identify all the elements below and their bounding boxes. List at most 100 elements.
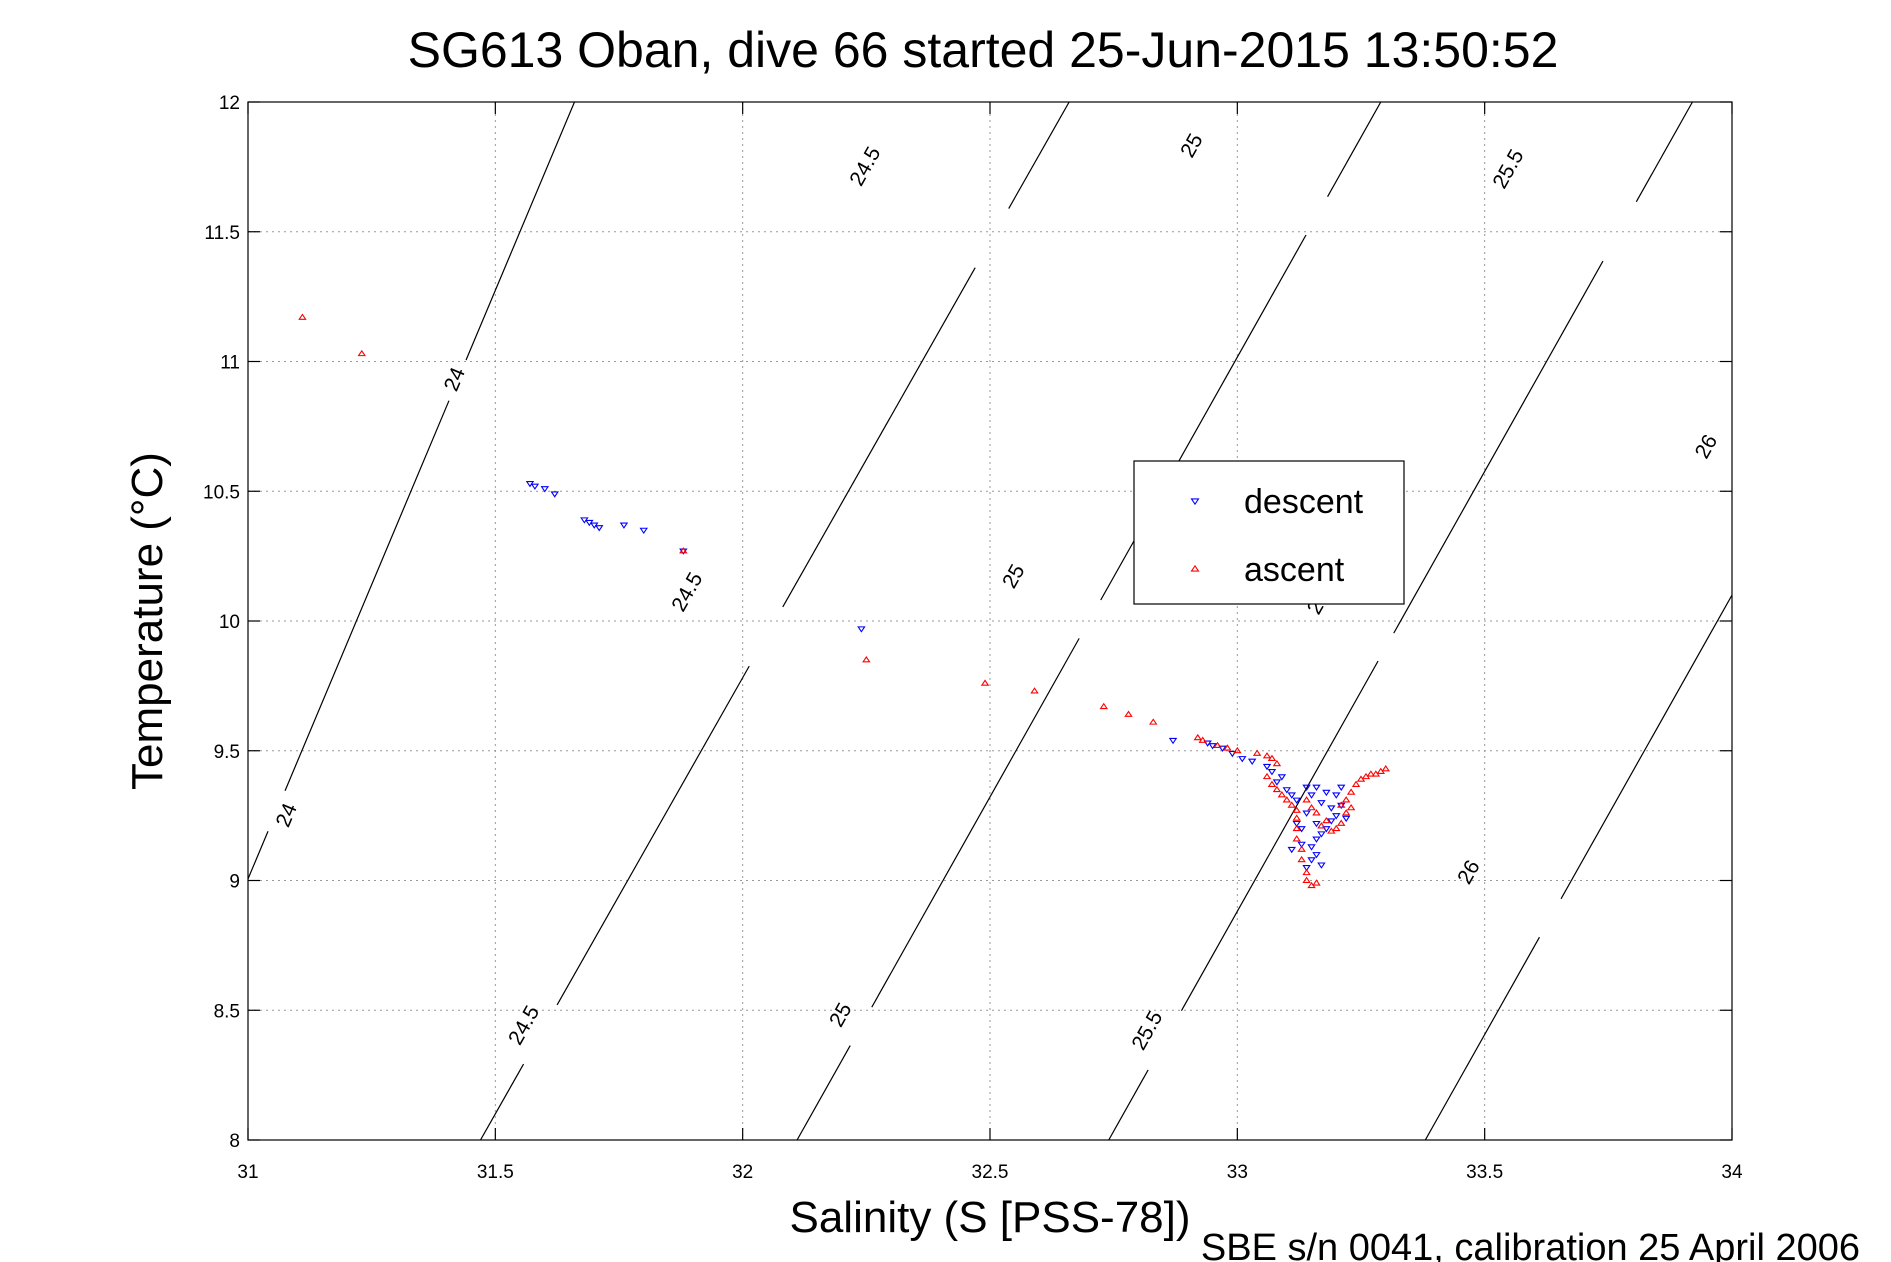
ascent-point [980, 679, 990, 686]
ascent-point [357, 349, 367, 357]
descent-point [1272, 779, 1282, 786]
calibration-note: SBE s/n 0041, calibration 25 April 2006 [1201, 1227, 1860, 1262]
descent-point [619, 522, 629, 529]
ascent-point [1366, 770, 1376, 777]
descent-point [1267, 769, 1277, 776]
x-tick-label: 33 [1227, 1162, 1248, 1183]
ascent-point [1292, 824, 1301, 832]
density-contour-25.5 [1635, 102, 1693, 203]
descent-point [1341, 815, 1351, 823]
x-tick-label: 33.5 [1466, 1162, 1503, 1183]
density-contour-25.5 [1108, 1069, 1149, 1140]
descent-point [1312, 852, 1321, 859]
ascent-point [1233, 746, 1242, 754]
y-axis-label: Temperature (°C) [123, 452, 172, 790]
ascent-point [1213, 741, 1222, 749]
x-tick-label: 32 [732, 1162, 753, 1183]
ascent-point [1341, 796, 1351, 803]
descent-point [1317, 800, 1326, 807]
x-tick-label: 32.5 [972, 1162, 1009, 1183]
y-tick-label: 10.5 [203, 482, 240, 503]
descent-point [1228, 750, 1237, 758]
density-contour-25.5 [1180, 660, 1379, 1011]
descent-point [1317, 862, 1326, 869]
descent-point [1297, 841, 1306, 849]
ascent-point [1193, 733, 1202, 741]
descent-point [1307, 857, 1316, 864]
y-tick-label: 9 [229, 872, 240, 893]
ascent-point [1149, 718, 1158, 725]
ascent-point [1267, 754, 1277, 762]
ascent-point [1332, 824, 1341, 832]
legend: descent ascent [1133, 460, 1405, 605]
x-tick-label: 34 [1721, 1162, 1743, 1183]
y-tick-label: 9.5 [214, 742, 240, 763]
ascent-point [1272, 759, 1282, 767]
density-contour-24 [465, 102, 576, 361]
data-series [298, 313, 1390, 889]
ascent-point [298, 313, 307, 320]
grid [248, 102, 1732, 1140]
descent-point [1247, 758, 1257, 766]
chart-title: SG613 Oban, dive 66 started 25-Jun-2015 … [408, 22, 1559, 78]
ascent-point [862, 656, 871, 663]
descent-point [1336, 784, 1346, 791]
y-tick-label: 11 [220, 353, 240, 374]
ascent-point [1351, 780, 1361, 787]
y-tick-label: 8.5 [214, 1001, 240, 1022]
ascent-point [1223, 744, 1232, 751]
descent-point [1307, 792, 1316, 799]
ascent-point [1317, 822, 1326, 829]
descent-point [1287, 792, 1296, 799]
ascent-point [1262, 772, 1272, 780]
ascent-point [1297, 855, 1306, 863]
descent-point [594, 525, 604, 532]
ascent-point [1099, 702, 1109, 710]
ascent-point [1030, 687, 1039, 694]
ascent-point [1267, 780, 1277, 787]
x-axis-label: Salinity (S [PSS-78]) [789, 1193, 1190, 1242]
descent-point [1218, 745, 1227, 753]
ascent-point [1262, 752, 1272, 759]
descent-point [1297, 826, 1306, 833]
descent-point [1287, 846, 1296, 854]
density-contour-24 [284, 400, 450, 791]
descent-point [1302, 865, 1311, 872]
ascent-point [1282, 796, 1292, 803]
ascent-point [1312, 809, 1321, 816]
density-contour-24.5 [556, 665, 750, 1006]
density-contour-25.5 [1393, 260, 1604, 634]
ascent-point [1322, 816, 1331, 824]
ascent-point [1272, 785, 1282, 793]
descent-point [1282, 787, 1292, 794]
density-contour-24.5 [1008, 102, 1070, 209]
ascent-point [1336, 801, 1346, 808]
descent-point [1238, 756, 1247, 763]
descent-point [540, 486, 550, 493]
descent-point [550, 491, 559, 498]
descent-point [1312, 836, 1321, 843]
descent-point [1322, 826, 1331, 833]
legend-label-ascent: ascent [1244, 551, 1345, 589]
descent-point [1168, 737, 1178, 745]
ascent-point [1252, 749, 1262, 756]
descent-point [1312, 820, 1321, 828]
series-ascent [298, 313, 1390, 889]
ascent-point [1346, 788, 1356, 795]
descent-point [1302, 784, 1311, 791]
x-tick-label: 31 [237, 1162, 258, 1183]
y-tick-label: 11.5 [204, 223, 240, 244]
density-contour-26 [1560, 593, 1732, 900]
density-contour-25 [1327, 102, 1382, 197]
ascent-point [1124, 710, 1133, 717]
descent-point [1302, 810, 1311, 817]
descent-point [1292, 797, 1301, 804]
ascent-point [1302, 876, 1311, 883]
descent-point [639, 527, 648, 535]
x-tick-label: 31.5 [477, 1162, 514, 1183]
ascent-point [1198, 736, 1207, 743]
y-tick-label: 12 [219, 93, 240, 114]
ascent-point [1292, 814, 1301, 821]
axis-ticks: 31 31.5 32 32.5 33 33.5 34 8 8.5 9 9.5 10 10.5 11 11.5… [203, 93, 1743, 1183]
